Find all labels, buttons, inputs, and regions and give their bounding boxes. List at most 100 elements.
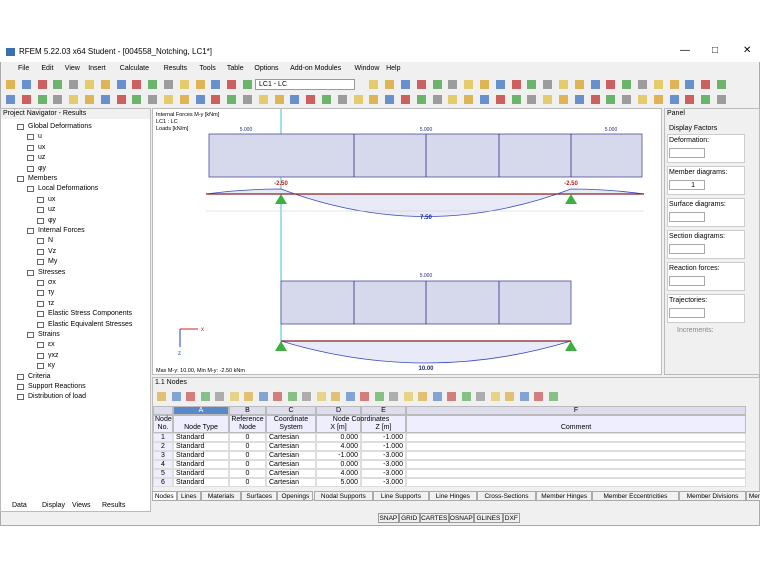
tab[interactable]: Member Hinges [536, 491, 592, 501]
cell[interactable] [406, 469, 746, 478]
tool-button[interactable] [574, 80, 584, 89]
tool-button[interactable] [85, 80, 94, 89]
tree-item[interactable]: Local Deformations [38, 185, 99, 193]
tool-button[interactable] [574, 95, 584, 104]
tool-button[interactable] [302, 392, 311, 401]
tool-button[interactable] [211, 80, 221, 89]
tree-item[interactable]: Members [28, 175, 58, 182]
tool-button[interactable] [448, 95, 458, 104]
tool-button[interactable] [543, 80, 553, 89]
cell[interactable]: 0 [229, 469, 266, 478]
tree-item[interactable]: uz [48, 206, 56, 214]
tool-button[interactable] [53, 80, 63, 89]
cell[interactable]: Cartesian [266, 442, 316, 451]
tool-button[interactable] [464, 80, 474, 89]
tool-button[interactable] [322, 95, 331, 104]
tree-item[interactable]: Internal Forces [38, 227, 85, 234]
tool-button[interactable] [132, 95, 142, 104]
cell[interactable]: 4.000 [316, 469, 361, 478]
tree-item[interactable]: u [38, 133, 42, 141]
tool-button[interactable] [37, 80, 47, 89]
tool-button[interactable] [385, 80, 395, 89]
cell[interactable]: Standard [173, 469, 229, 478]
tree-item[interactable]: Distribution of load [28, 393, 86, 401]
cell[interactable]: Standard [173, 451, 229, 460]
tool-button[interactable] [53, 95, 63, 104]
tree-item[interactable]: φy [48, 216, 57, 224]
tool-button[interactable] [416, 95, 426, 104]
tool-button[interactable] [164, 80, 173, 89]
tool-button[interactable] [669, 80, 679, 89]
tool-button[interactable] [669, 95, 679, 104]
tab[interactable]: Member Divisions [678, 491, 747, 501]
cell[interactable] [406, 433, 746, 442]
cell[interactable]: 4.000 [316, 442, 361, 451]
cell[interactable]: 0 [229, 442, 266, 451]
cell[interactable]: Standard [173, 478, 229, 487]
tab[interactable]: Materials [201, 491, 242, 501]
cell[interactable]: 1 [153, 433, 173, 442]
tree-item[interactable]: τz [48, 299, 55, 307]
tool-button[interactable] [638, 80, 647, 89]
cell[interactable]: 0.000 [316, 433, 361, 442]
cell[interactable] [406, 451, 746, 460]
tool-button[interactable] [717, 80, 726, 89]
cell[interactable]: Cartesian [266, 433, 316, 442]
cell[interactable]: Standard [173, 433, 229, 442]
tool-button[interactable] [511, 80, 521, 89]
minimize[interactable]: — [680, 45, 690, 56]
tab[interactable]: Line Supports [373, 491, 429, 501]
maximize[interactable]: □ [712, 45, 719, 56]
tree-item[interactable]: Strains [38, 331, 60, 338]
tool-button[interactable] [171, 392, 181, 401]
tree-item[interactable]: σx [48, 279, 56, 286]
menu-item[interactable]: Insert [88, 65, 106, 72]
menu-item[interactable]: Add-on Modules [290, 65, 342, 72]
load-case-select[interactable]: LC1 - LC [255, 79, 355, 90]
tool-button[interactable] [215, 392, 224, 401]
tree-item[interactable]: ux [38, 143, 46, 151]
cell[interactable]: -3.000 [361, 478, 406, 487]
tool-button[interactable] [548, 392, 558, 401]
tool-button[interactable] [534, 392, 543, 401]
tool-button[interactable] [244, 392, 253, 401]
tool-button[interactable] [243, 95, 252, 104]
tool-button[interactable] [290, 95, 300, 104]
tool-button[interactable] [505, 392, 514, 401]
tool-button[interactable] [490, 392, 500, 401]
nav-tab[interactable]: Results [102, 502, 126, 509]
status-toggle[interactable]: CARTES [419, 513, 449, 523]
tool-button[interactable] [480, 80, 489, 89]
tool-button[interactable] [157, 392, 166, 401]
tab[interactable]: Member Eccentricities [592, 491, 679, 501]
tool-button[interactable] [590, 80, 600, 89]
tool-button[interactable] [229, 392, 239, 401]
tool-button[interactable] [316, 392, 326, 401]
menu-item[interactable]: Table [226, 65, 244, 72]
cell[interactable]: 2 [153, 442, 173, 451]
cell[interactable]: 0 [229, 451, 266, 460]
tool-button[interactable] [401, 95, 410, 104]
tool-button[interactable] [495, 95, 505, 104]
cell[interactable]: Cartesian [266, 469, 316, 478]
tab[interactable]: Surfaces [241, 491, 278, 501]
tool-button[interactable] [306, 95, 316, 104]
cell[interactable]: 3 [153, 451, 173, 460]
tree-item[interactable]: γxz [48, 351, 59, 359]
tab[interactable]: Nodes [152, 491, 177, 501]
tool-button[interactable] [345, 392, 355, 401]
cell[interactable] [406, 460, 746, 469]
menu-item[interactable]: Tools [199, 65, 216, 72]
tool-button[interactable] [701, 95, 711, 104]
tool-button[interactable] [622, 80, 632, 89]
tool-button[interactable] [401, 80, 410, 89]
tool-button[interactable] [273, 392, 282, 401]
cell[interactable]: -3.000 [361, 469, 406, 478]
cell[interactable]: -1.000 [361, 433, 406, 442]
cell[interactable]: -1.000 [316, 451, 361, 460]
tool-button[interactable] [717, 95, 726, 104]
tool-button[interactable] [195, 80, 205, 89]
tree-item[interactable]: Stresses [38, 268, 66, 276]
tool-button[interactable] [200, 392, 210, 401]
tool-button[interactable] [685, 80, 695, 89]
